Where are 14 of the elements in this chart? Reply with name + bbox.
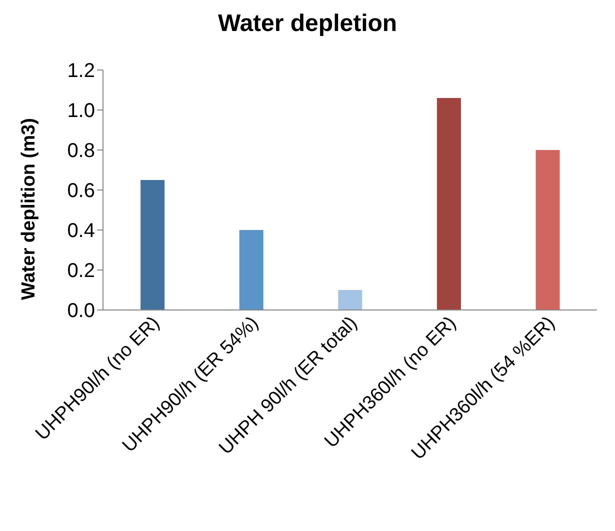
- bar: [140, 180, 165, 310]
- y-tick-label: 1.0: [67, 100, 95, 122]
- y-tick-label: 0.8: [67, 140, 95, 162]
- bar: [239, 230, 264, 310]
- y-axis-title: Water deplition (m3): [18, 118, 40, 300]
- y-tick-label: 1.2: [67, 60, 95, 82]
- chart-title: Water depletion: [216, 10, 398, 39]
- bar: [436, 98, 461, 310]
- y-tick-label: 0.0: [67, 300, 95, 322]
- y-tick-label: 0.4: [67, 220, 95, 242]
- bar: [338, 290, 362, 310]
- y-tick-label: 0.2: [67, 260, 95, 282]
- y-tick-label: 0.6: [67, 180, 95, 202]
- bar: [536, 150, 560, 310]
